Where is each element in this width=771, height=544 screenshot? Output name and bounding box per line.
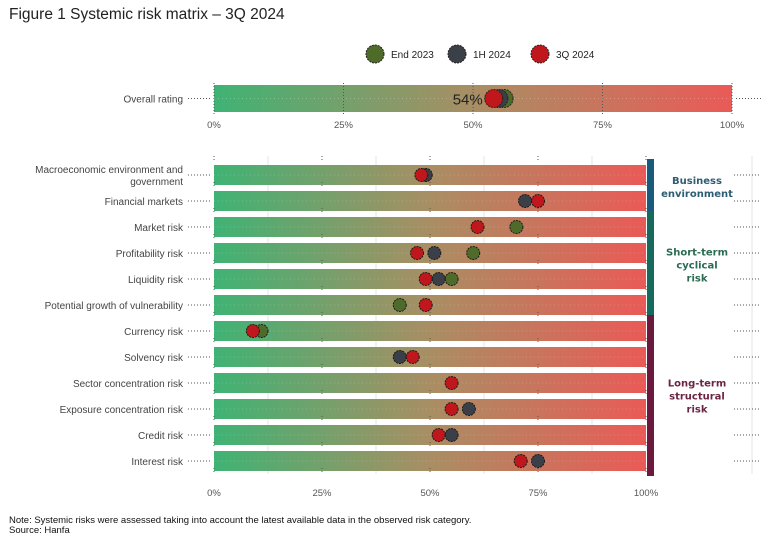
- figure-title: Figure 1 Systemic risk matrix – 3Q 2024: [9, 6, 285, 23]
- row-label: Profitability risk: [116, 249, 184, 260]
- overall-x-tick-25: 25%: [334, 120, 354, 131]
- risk-bar: [214, 425, 646, 445]
- row-label: Exposure concentration risk: [60, 405, 184, 416]
- point-3q-2024-currency-risk: [245, 324, 260, 338]
- risk-row-interest-risk: Interest risk: [131, 451, 760, 471]
- row-label: Market risk: [134, 223, 184, 234]
- point-3q-2024-profitability-risk: [410, 246, 425, 260]
- x-tick-100: 100%: [634, 488, 659, 499]
- group-label-short-term-cyclical-risk: cyclical: [676, 261, 717, 272]
- point-end-2023-market-risk: [509, 220, 524, 234]
- point-1h-2024-solvency-risk: [392, 350, 407, 364]
- group-bar-business-environment: [647, 159, 654, 214]
- legend-marker-end-2023: [365, 44, 385, 64]
- point-1h-2024-credit-risk: [444, 428, 459, 442]
- risk-bar: [214, 373, 646, 393]
- point-end-2023-potential-growth-of-vulnerability: [392, 298, 407, 312]
- point-1h-2024-liquidity-risk: [431, 272, 446, 286]
- x-tick-50: 50%: [420, 488, 440, 499]
- overall-x-tick-0: 0%: [207, 120, 221, 131]
- point-1h-2024-financial-markets: [518, 194, 533, 208]
- group-label-short-term-cyclical-risk: risk: [687, 274, 708, 285]
- point-3q-2024-sector-concentration-risk: [444, 376, 459, 390]
- group-bar-short-term-cyclical-risk: [647, 211, 654, 318]
- group-label-long-term-structural-risk: risk: [687, 405, 708, 416]
- risk-row-credit-risk: Credit risk: [138, 425, 760, 445]
- group-label-long-term-structural-risk: structural: [669, 392, 725, 403]
- point-3q-2024-interest-risk: [513, 454, 528, 468]
- risk-bar: [214, 399, 646, 419]
- point-3q-2024-potential-growth-of-vulnerability: [418, 298, 433, 312]
- note-text: Note: Systemic risks were assessed takin…: [9, 515, 472, 526]
- overall-point-3q-2024: [484, 89, 504, 108]
- legend: End 2023 1H 2024 3Q 2024: [365, 44, 595, 64]
- risk-row-sector-concentration-risk: Sector concentration risk: [73, 373, 760, 393]
- x-tick-25: 25%: [312, 488, 332, 499]
- risk-bar: [214, 217, 646, 237]
- risk-row-solvency-risk: Solvency risk: [124, 347, 760, 367]
- legend-label-3q-2024: 3Q 2024: [556, 50, 595, 61]
- point-3q-2024-liquidity-risk: [418, 272, 433, 286]
- risk-row-market-risk: Market risk: [134, 217, 760, 237]
- point-end-2023-profitability-risk: [466, 246, 481, 260]
- row-label: Currency risk: [124, 327, 184, 338]
- group-bar-long-term-structural-risk: [647, 315, 654, 476]
- x-tick-75: 75%: [528, 488, 548, 499]
- risk-row-exposure-concentration-risk: Exposure concentration risk: [60, 399, 760, 419]
- point-3q-2024-macroeconomic-environment-and-government: [414, 168, 429, 182]
- row-label: Interest risk: [131, 457, 184, 468]
- point-3q-2024-market-risk: [470, 220, 485, 234]
- legend-label-end-2023: End 2023: [391, 50, 434, 61]
- row-label: Financial markets: [105, 197, 183, 208]
- risk-row-currency-risk: Currency risk: [124, 321, 760, 341]
- overall-x-tick-100: 100%: [720, 120, 745, 131]
- legend-marker-1h-2024: [447, 44, 467, 64]
- row-label: Liquidity risk: [128, 275, 184, 286]
- point-1h-2024-profitability-risk: [427, 246, 442, 260]
- group-label-business-environment: environment: [661, 189, 733, 200]
- overall-x-tick-50: 50%: [463, 120, 483, 131]
- overall-value-label: 54%: [453, 92, 483, 109]
- x-tick-0: 0%: [207, 488, 221, 499]
- row-label: Potential growth of vulnerability: [45, 301, 183, 312]
- point-1h-2024-interest-risk: [531, 454, 545, 468]
- risk-bar: [214, 347, 646, 367]
- row-label: government: [130, 177, 183, 188]
- group-label-short-term-cyclical-risk: Short-term: [666, 248, 728, 259]
- point-3q-2024-exposure-concentration-risk: [444, 402, 459, 416]
- point-3q-2024-credit-risk: [431, 428, 446, 442]
- row-label: Macroeconomic environment and: [35, 165, 183, 176]
- legend-label-1h-2024: 1H 2024: [473, 50, 511, 61]
- risk-bar: [214, 321, 646, 341]
- overall-rating-panel: Overall rating 0% 25% 50% 75% 100% 54%: [124, 83, 762, 131]
- row-label-overall-rating: Overall rating: [124, 95, 183, 106]
- source-text: Source: Hanfa: [9, 525, 70, 536]
- point-end-2023-liquidity-risk: [444, 272, 459, 286]
- point-3q-2024-solvency-risk: [405, 350, 420, 364]
- legend-marker-3q-2024: [530, 44, 550, 64]
- footnote: Note: Systemic risks were assessed takin…: [9, 516, 471, 536]
- group-label-business-environment: Business: [672, 176, 722, 187]
- row-label: Sector concentration risk: [73, 379, 184, 390]
- row-label: Solvency risk: [124, 353, 184, 364]
- row-label: Credit risk: [138, 431, 184, 442]
- point-1h-2024-exposure-concentration-risk: [461, 402, 476, 416]
- overall-x-tick-75: 75%: [593, 120, 613, 131]
- group-label-long-term-structural-risk: Long-term: [668, 379, 727, 390]
- point-3q-2024-financial-markets: [531, 194, 545, 208]
